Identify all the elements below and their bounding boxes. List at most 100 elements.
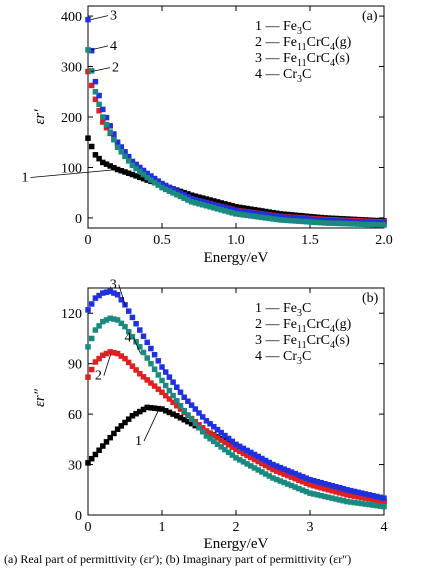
data-point — [318, 492, 324, 499]
data-point — [322, 493, 328, 500]
data-point — [188, 402, 195, 408]
data-point — [185, 194, 191, 200]
data-point — [292, 215, 298, 221]
data-point — [96, 101, 102, 108]
data-point — [218, 437, 224, 443]
data-point — [270, 213, 276, 219]
data-point — [166, 387, 173, 394]
data-point — [240, 209, 247, 215]
data-point — [225, 206, 232, 212]
data-point — [285, 467, 291, 474]
data-point — [362, 495, 369, 501]
data-point — [92, 89, 99, 95]
data-point — [255, 207, 261, 214]
data-point — [92, 359, 99, 365]
data-point — [333, 496, 339, 502]
data-point — [148, 380, 154, 386]
curve-label: 1 — [22, 170, 29, 185]
data-point — [155, 178, 162, 184]
data-point — [192, 406, 199, 412]
data-point — [233, 211, 239, 217]
data-point — [347, 492, 354, 499]
x-tick-label: 2 — [233, 520, 240, 535]
data-point — [322, 486, 328, 492]
data-point — [196, 424, 202, 431]
data-point — [373, 221, 380, 228]
data-point — [351, 499, 358, 506]
data-point — [370, 492, 376, 499]
data-point — [107, 129, 113, 135]
data-point — [329, 482, 335, 489]
data-point — [144, 339, 150, 346]
data-point — [207, 204, 213, 210]
data-point — [314, 484, 321, 490]
data-point — [222, 205, 228, 211]
data-point — [140, 349, 147, 356]
data-point — [259, 208, 265, 214]
data-point — [196, 198, 202, 204]
data-point — [336, 485, 343, 491]
data-point — [233, 446, 239, 453]
data-point — [362, 491, 369, 497]
data-point — [211, 202, 217, 208]
data-point — [314, 492, 321, 498]
data-point — [122, 169, 128, 175]
data-point — [85, 16, 91, 23]
data-point — [140, 167, 147, 174]
data-point — [207, 430, 213, 436]
data-point — [310, 491, 317, 497]
data-point — [381, 503, 387, 510]
data-point — [199, 425, 206, 431]
data-point — [114, 139, 121, 145]
data-point — [303, 480, 310, 486]
data-point — [155, 372, 162, 378]
data-point — [236, 204, 243, 211]
data-point — [285, 472, 291, 479]
data-point — [107, 163, 113, 169]
data-point — [214, 441, 221, 447]
data-point — [211, 438, 217, 445]
data-point — [214, 206, 221, 212]
data-point — [129, 363, 136, 369]
data-point — [151, 175, 158, 182]
data-point — [85, 307, 91, 313]
data-point — [181, 416, 187, 423]
data-point — [222, 208, 228, 214]
data-point — [85, 344, 91, 350]
data-point — [362, 221, 369, 228]
data-point — [285, 481, 291, 487]
data-point — [351, 221, 358, 227]
data-point — [366, 492, 372, 498]
data-point — [118, 320, 125, 327]
data-point — [92, 327, 99, 333]
data-point — [100, 443, 106, 449]
data-point — [114, 426, 121, 432]
data-point — [303, 475, 310, 481]
data-point — [92, 96, 99, 103]
data-point — [281, 466, 287, 472]
data-point — [118, 167, 125, 174]
data-point — [248, 463, 254, 469]
data-point — [244, 452, 250, 459]
data-point — [240, 212, 247, 218]
data-point — [244, 461, 250, 467]
data-point — [288, 217, 295, 224]
data-point — [125, 170, 132, 177]
data-point — [181, 192, 187, 198]
data-point — [111, 164, 117, 171]
data-point — [185, 197, 191, 203]
data-point — [188, 192, 195, 198]
data-point — [103, 121, 110, 128]
data-point — [292, 218, 298, 224]
data-point — [129, 334, 136, 340]
data-point — [244, 447, 250, 454]
data-point — [251, 456, 258, 463]
y-axis-label: εr′ — [32, 109, 48, 125]
data-point — [92, 152, 99, 158]
data-point — [377, 494, 384, 501]
data-point — [322, 220, 328, 226]
data-point — [162, 369, 169, 375]
data-point — [103, 439, 110, 445]
data-point — [322, 480, 328, 487]
data-point — [373, 493, 380, 500]
